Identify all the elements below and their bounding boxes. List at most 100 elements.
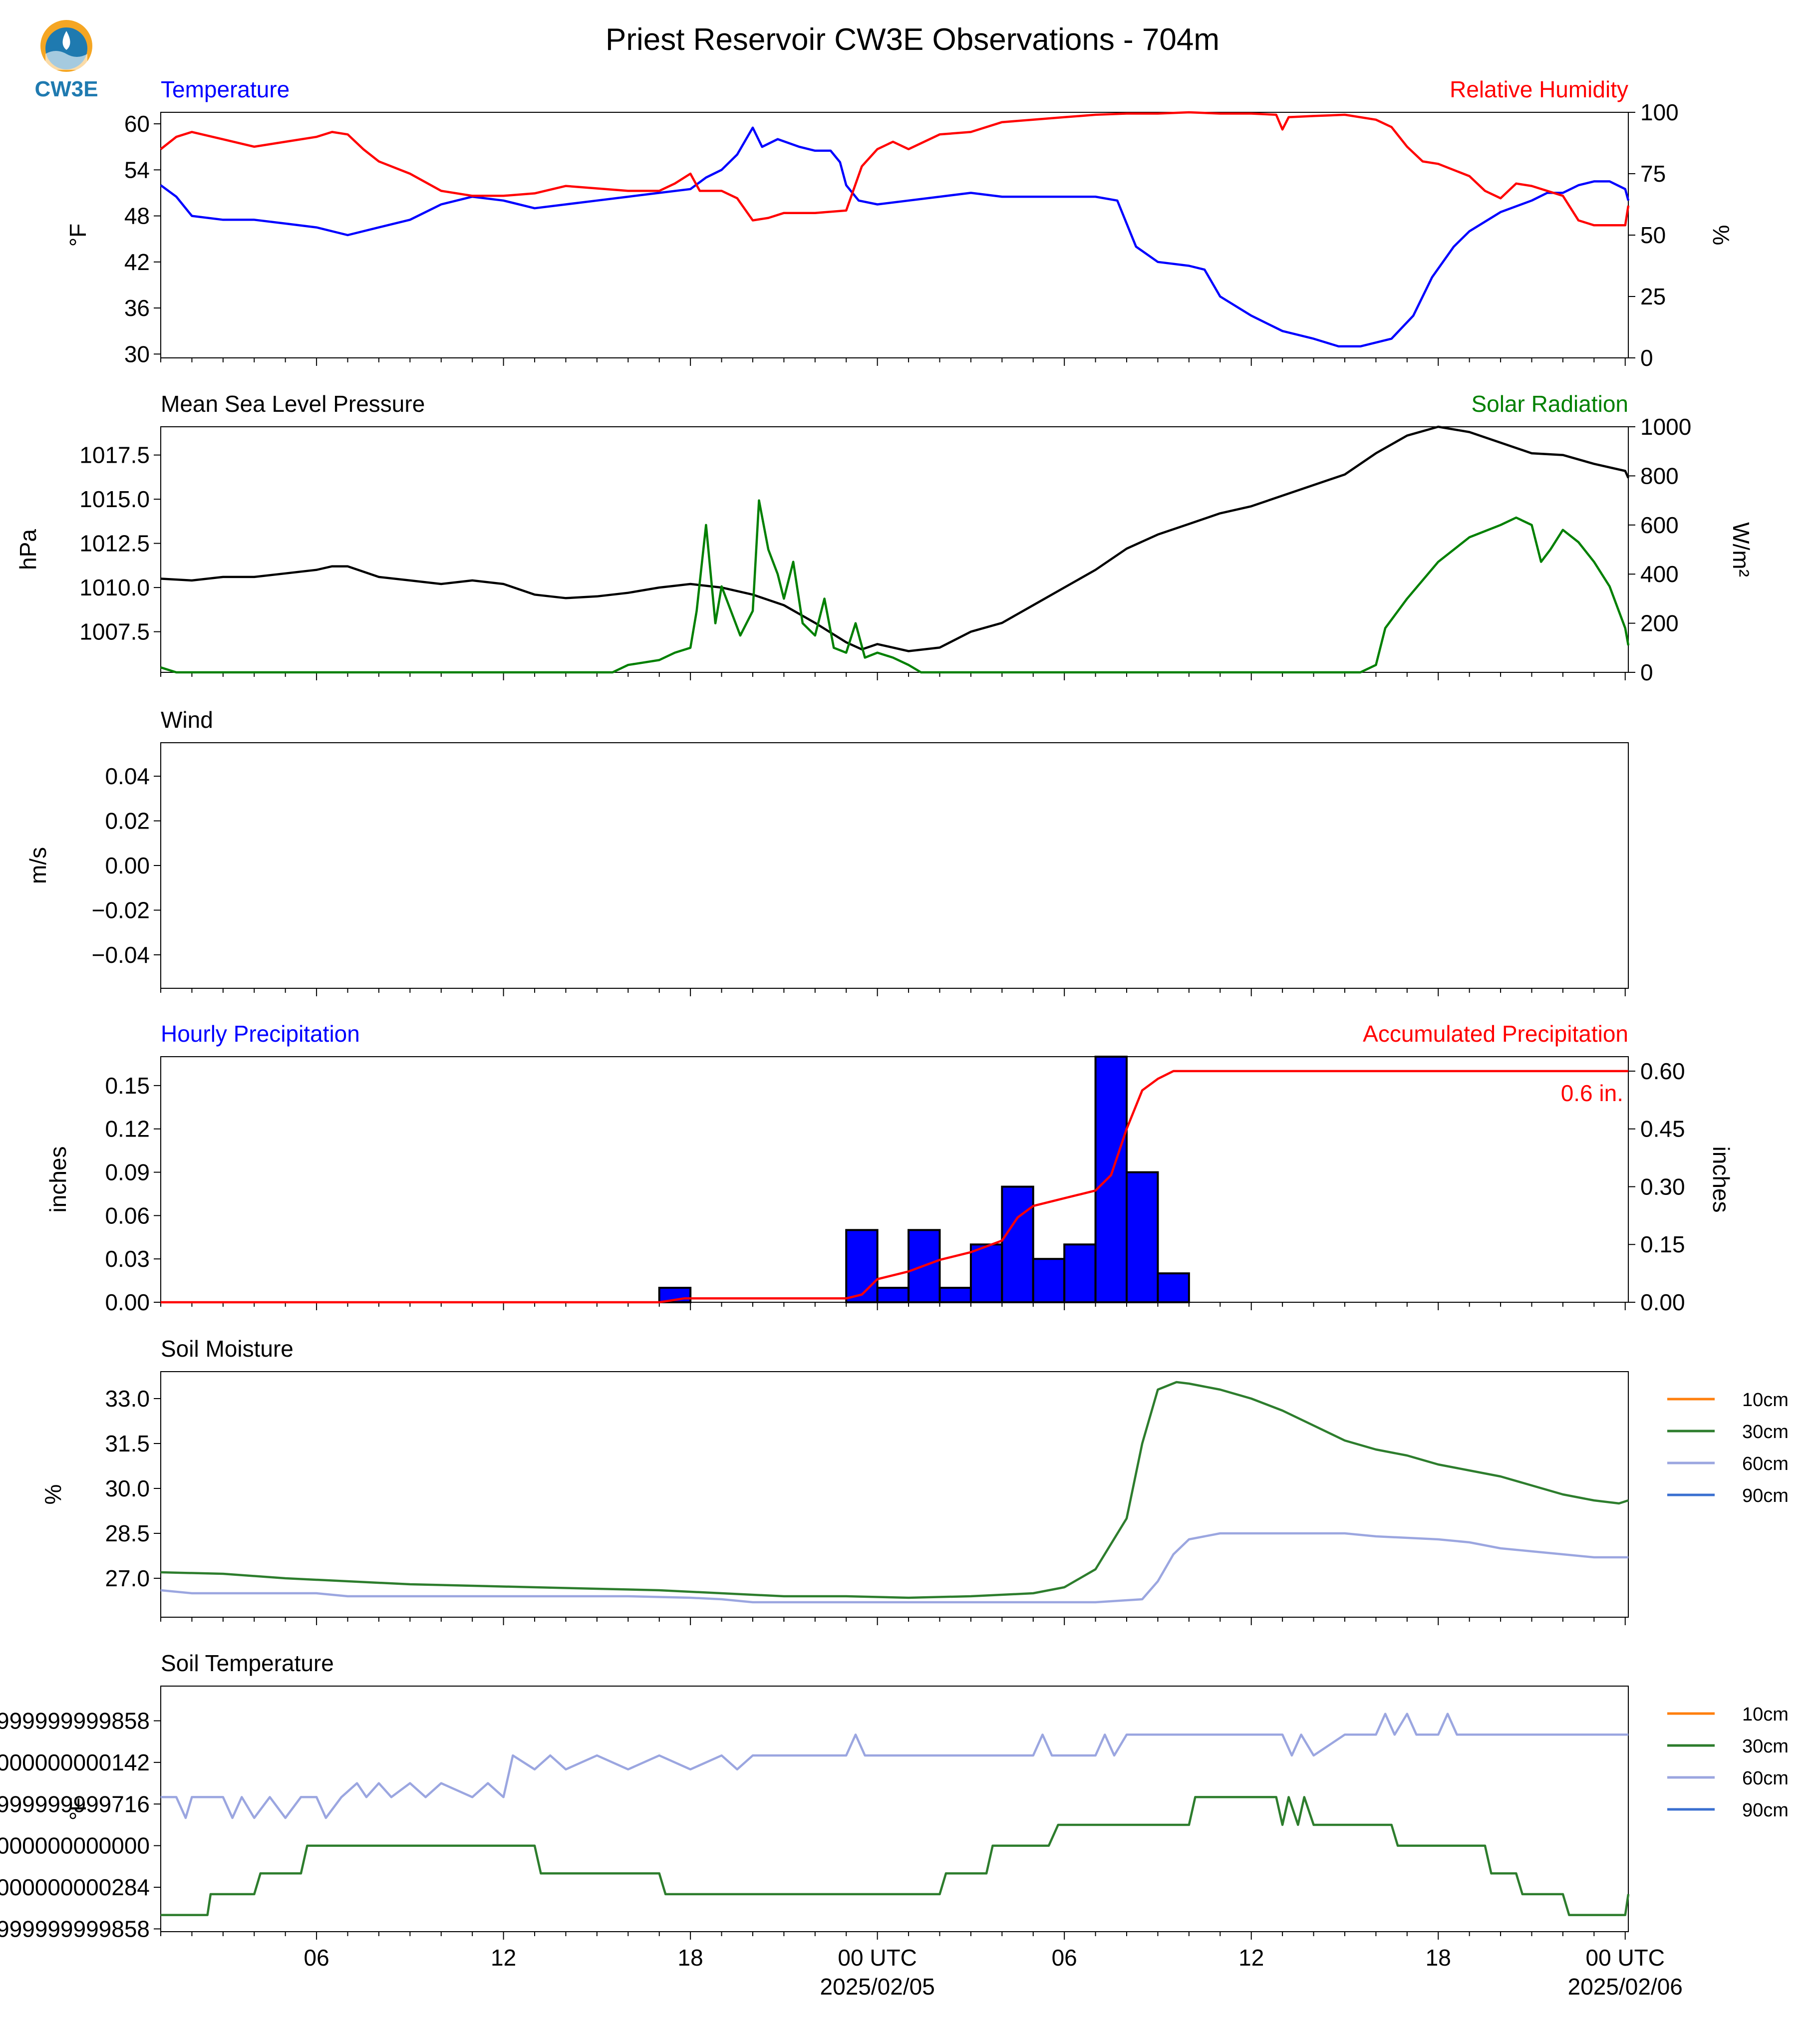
y-tick-label-right: 0 [1640, 659, 1653, 685]
y-tick-label: 52.20000000000000284 [0, 1874, 150, 1900]
precip-bar [1157, 1272, 1190, 1304]
y-tick-label: 1015.0 [79, 486, 150, 512]
x-tick-label: 18 [678, 1945, 703, 1971]
y-tick-label: 53.10000000000000142 [0, 1749, 150, 1775]
x-tick-label: 06 [1052, 1945, 1077, 1971]
legend-label: 30cm [1742, 1736, 1789, 1757]
x-tick-label: 12 [491, 1945, 516, 1971]
y-tick-label-right: 100 [1640, 99, 1679, 125]
y-tick-label: 27.0 [105, 1565, 150, 1591]
series-line-right [160, 499, 1630, 674]
y-axis-label: hPa [15, 529, 41, 570]
panel-title-right: Solar Radiation [1471, 391, 1628, 417]
y-tick-label: 36 [124, 295, 150, 321]
y-tick-label-right: 0.60 [1640, 1058, 1685, 1084]
precip-bar [1032, 1258, 1066, 1304]
panel-title-left: Mean Sea Level Pressure [161, 391, 425, 417]
series-line-left [160, 126, 1630, 348]
y-tick-label: 0.03 [105, 1246, 150, 1272]
precip-bar [1126, 1171, 1159, 1303]
series-line-30cm [161, 1796, 1630, 1916]
x-tick-date: 2025/02/05 [820, 1974, 935, 2000]
y-tick-label: 30 [124, 341, 150, 367]
y-axis-label-right: inches [1708, 1147, 1734, 1213]
y-tick-label-right: 75 [1640, 161, 1666, 187]
precip-bar [969, 1243, 1003, 1304]
y-tick-label: −0.04 [92, 942, 150, 968]
y-tick-label: 42 [124, 249, 150, 275]
legend-label: 10cm [1742, 1390, 1789, 1411]
y-tick-label-right: 50 [1640, 222, 1666, 248]
precip-bar [1094, 1056, 1128, 1303]
figure-title: Priest Reservoir CW3E Observations - 704… [606, 22, 1219, 57]
panel-4: Soil Moisture 27.0 28.5 30.0 31.5 33.0% 10cm 30… [40, 1336, 1789, 1625]
panel-title-left: Wind [161, 707, 213, 733]
panel-title-right: Accumulated Precipitation [1363, 1021, 1628, 1047]
y-tick-label: 0.06 [105, 1202, 150, 1228]
y-tick-label: 0.04 [105, 763, 150, 789]
y-tick-label-right: 25 [1640, 284, 1666, 309]
y-tick-label: 60 [124, 111, 150, 137]
y-tick-label: 0.00 [105, 853, 150, 878]
legend-label: 30cm [1742, 1422, 1789, 1443]
y-tick-label: 1012.5 [79, 531, 150, 557]
x-tick-date: 2025/02/06 [1568, 1974, 1683, 2000]
x-tick-label: 18 [1426, 1945, 1451, 1971]
series-line-60cm [160, 1532, 1628, 1604]
plot-frame [160, 426, 1629, 673]
series-line-right [160, 111, 1630, 227]
legend-label: 90cm [1742, 1485, 1789, 1506]
y-tick-label: 54 [124, 157, 150, 183]
y-tick-label-right: 0.15 [1640, 1231, 1685, 1257]
accum-annotation: 0.6 in. [1561, 1080, 1623, 1106]
series-line-30cm [160, 1381, 1629, 1599]
y-tick-label: 1010.0 [79, 575, 150, 600]
panel-5: Soil Temperature 51.89999999999999858 52.2… [0, 1650, 1789, 2000]
panel-1: Mean Sea Level Pressure Solar Radiation 10… [15, 391, 1754, 685]
y-tick-label-right: 0.45 [1640, 1116, 1685, 1142]
plot-frame [160, 1686, 1629, 1932]
x-tick-label: 12 [1238, 1945, 1264, 1971]
series-line-60cm [161, 1713, 1628, 1819]
plot-frame [160, 1371, 1629, 1618]
x-tick-label: 00 UTC [838, 1945, 916, 1971]
y-tick-label: 0.02 [105, 808, 150, 834]
y-tick-label-right: 1000 [1640, 414, 1691, 440]
panel-3: Hourly Precipitation Accumulated Precipit… [45, 1021, 1734, 1315]
y-tick-label: 52.79999999999999716 [0, 1791, 150, 1817]
y-axis-label-right: W/m² [1728, 522, 1754, 577]
series-line-left [160, 425, 1630, 652]
y-tick-label: 48 [124, 203, 150, 229]
panel-2: Wind −0.04 −0.02 0.00 0.02 0.04 m/s [25, 707, 1629, 996]
y-axis-label-right: % [1708, 225, 1734, 246]
legend-label: 90cm [1742, 1800, 1789, 1821]
y-tick-label-right: 0.00 [1640, 1289, 1685, 1315]
y-tick-label-right: 200 [1640, 610, 1679, 636]
precip-bar [938, 1287, 972, 1304]
legend-label: 60cm [1742, 1453, 1789, 1474]
y-axis-label: m/s [25, 847, 51, 884]
panel-0: Temperature Relative Humidity 30 36 42 48 54 60… [65, 76, 1734, 371]
panel-title-left: Soil Moisture [161, 1336, 294, 1362]
y-tick-label: 0.00 [105, 1289, 150, 1315]
precip-bar [876, 1287, 910, 1304]
precip-bar [1063, 1243, 1097, 1304]
y-tick-label: 30.0 [105, 1475, 150, 1501]
x-tick-label: 06 [304, 1945, 329, 1971]
y-tick-label-right: 400 [1640, 561, 1679, 587]
y-tick-label-right: 800 [1640, 463, 1679, 489]
x-tick-label: 00 UTC [1586, 1945, 1665, 1971]
y-tick-label-right: 0.30 [1640, 1173, 1685, 1199]
y-axis-label: % [40, 1484, 66, 1505]
legend-label: 60cm [1742, 1768, 1789, 1789]
y-axis-label: °F [65, 224, 91, 247]
y-tick-label: 0.12 [105, 1116, 150, 1142]
panel-title-left: Temperature [161, 76, 290, 102]
precip-bar [845, 1229, 879, 1304]
panel-title-left: Soil Temperature [161, 1650, 334, 1676]
y-tick-label: 33.0 [105, 1386, 150, 1412]
precip-bar [1001, 1185, 1034, 1304]
y-tick-label: 0.09 [105, 1159, 150, 1185]
logo-text: CW3E [34, 77, 98, 101]
